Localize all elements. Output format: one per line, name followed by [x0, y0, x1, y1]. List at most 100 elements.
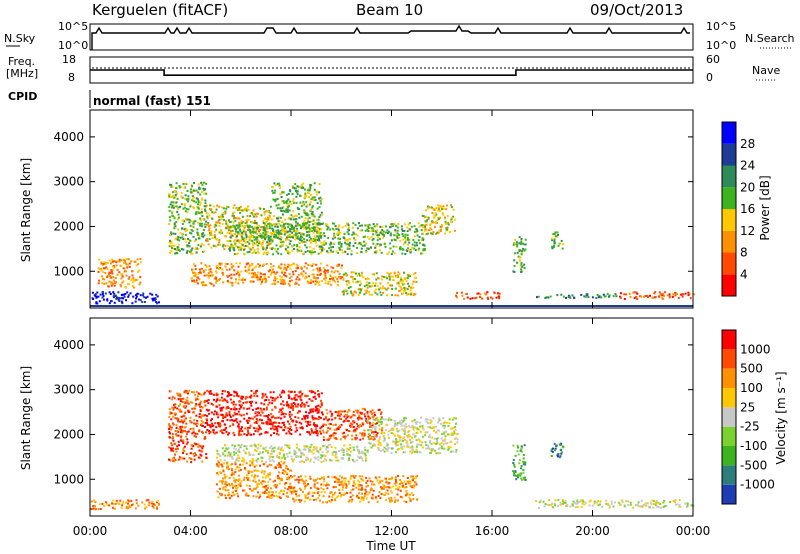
scatter-cell [387, 417, 390, 420]
scatter-cell [220, 480, 223, 483]
scatter-cell [183, 418, 186, 421]
scatter-cell [206, 238, 208, 241]
scatter-cell [184, 217, 187, 220]
scatter-cell [422, 243, 425, 246]
scatter-cell [288, 251, 291, 254]
scatter-cell [223, 450, 226, 452]
scatter-cell [184, 389, 187, 392]
scatter-cell [178, 420, 181, 423]
scatter-cell [311, 264, 314, 267]
scatter-cell [248, 484, 251, 487]
scatter-cell [449, 441, 452, 443]
scatter-cell [274, 189, 277, 192]
scatter-cell [225, 481, 228, 484]
scatter-cell [180, 429, 183, 432]
scatter-cell [433, 429, 435, 432]
scatter-cell [355, 427, 358, 430]
scatter-cell [180, 203, 183, 206]
scatter-cell [310, 428, 313, 430]
scatter-cell [373, 425, 376, 428]
scatter-cell [409, 250, 412, 252]
scatter-cell [223, 462, 226, 465]
scatter-cell [189, 205, 192, 208]
scatter-cell [327, 237, 330, 239]
scatter-cell [305, 224, 308, 227]
scatter-cell [175, 201, 178, 204]
scatter-cell [251, 235, 254, 238]
scatter-cell [300, 475, 303, 478]
scatter-cell [437, 421, 439, 424]
scatter-cell [333, 222, 335, 225]
scatter-cell [339, 231, 342, 234]
scatter-cell [269, 238, 272, 241]
scatter-cell [213, 432, 216, 435]
scatter-cell [255, 414, 258, 417]
scatter-cell [113, 507, 116, 510]
scatter-cell [453, 432, 456, 435]
scatter-cell [319, 248, 322, 251]
scatter-cell [556, 231, 559, 234]
scatter-cell [249, 248, 252, 251]
scatter-cell [275, 486, 278, 489]
scatter-cell [103, 278, 106, 281]
scatter-cell [237, 454, 240, 457]
scatter-cell [107, 285, 110, 288]
scatter-cell [176, 210, 179, 213]
scatter-cell [207, 225, 210, 228]
scatter-cell [331, 453, 334, 456]
scatter-cell [177, 218, 179, 221]
scatter-cell [288, 242, 291, 245]
scatter-cell [322, 445, 325, 447]
scatter-cell [389, 232, 392, 235]
scatter-cell [350, 253, 353, 256]
scatter-cell [249, 460, 252, 463]
scatter-cell [424, 216, 426, 219]
scatter-cell [301, 392, 304, 395]
scatter-cell [681, 293, 684, 296]
scatter-cell [300, 235, 302, 238]
scatter-cell [359, 438, 362, 441]
scatter-cell [309, 239, 312, 242]
scatter-cell [301, 427, 304, 430]
scatter-cell [218, 216, 220, 218]
scatter-cell [276, 477, 279, 480]
scatter-cell [562, 295, 565, 298]
scatter-cell [227, 405, 229, 408]
scatter-cell [184, 426, 186, 429]
scatter-cell [427, 216, 430, 219]
scatter-cell [248, 266, 251, 269]
scatter-cell [224, 485, 227, 488]
scatter-cell [285, 210, 288, 213]
scatter-cell [405, 293, 408, 296]
scatter-cell [94, 508, 97, 511]
scatter-cell [313, 456, 316, 459]
scatter-cell [255, 422, 258, 424]
scatter-cell [300, 404, 303, 407]
scatter-cell [314, 240, 317, 243]
scatter-cell [134, 507, 137, 510]
scatter-cell [440, 228, 442, 231]
scatter-cell [186, 441, 189, 444]
scatter-cell [379, 444, 382, 447]
scatter-cell [97, 295, 100, 298]
scatter-cell [229, 226, 232, 229]
scatter-cell [432, 231, 435, 234]
scatter-cell [352, 231, 355, 234]
scatter-cell [225, 274, 228, 277]
scatter-cell [551, 239, 554, 242]
scatter-cell [194, 393, 197, 396]
scatter-cell [192, 274, 195, 277]
scatter-cell [439, 216, 442, 219]
scatter-cell [404, 234, 407, 237]
scatter-cell [224, 423, 227, 426]
scatter-cell [198, 430, 201, 433]
scatter-cell [265, 422, 268, 425]
scatter-cell [219, 430, 222, 432]
scatter-cell [222, 480, 225, 483]
scatter-cell [305, 411, 307, 414]
scatter-cell [304, 217, 307, 220]
scatter-cell [381, 287, 384, 290]
scatter-cell [242, 460, 245, 463]
scatter-cell [689, 297, 692, 300]
scatter-cell [384, 245, 387, 248]
